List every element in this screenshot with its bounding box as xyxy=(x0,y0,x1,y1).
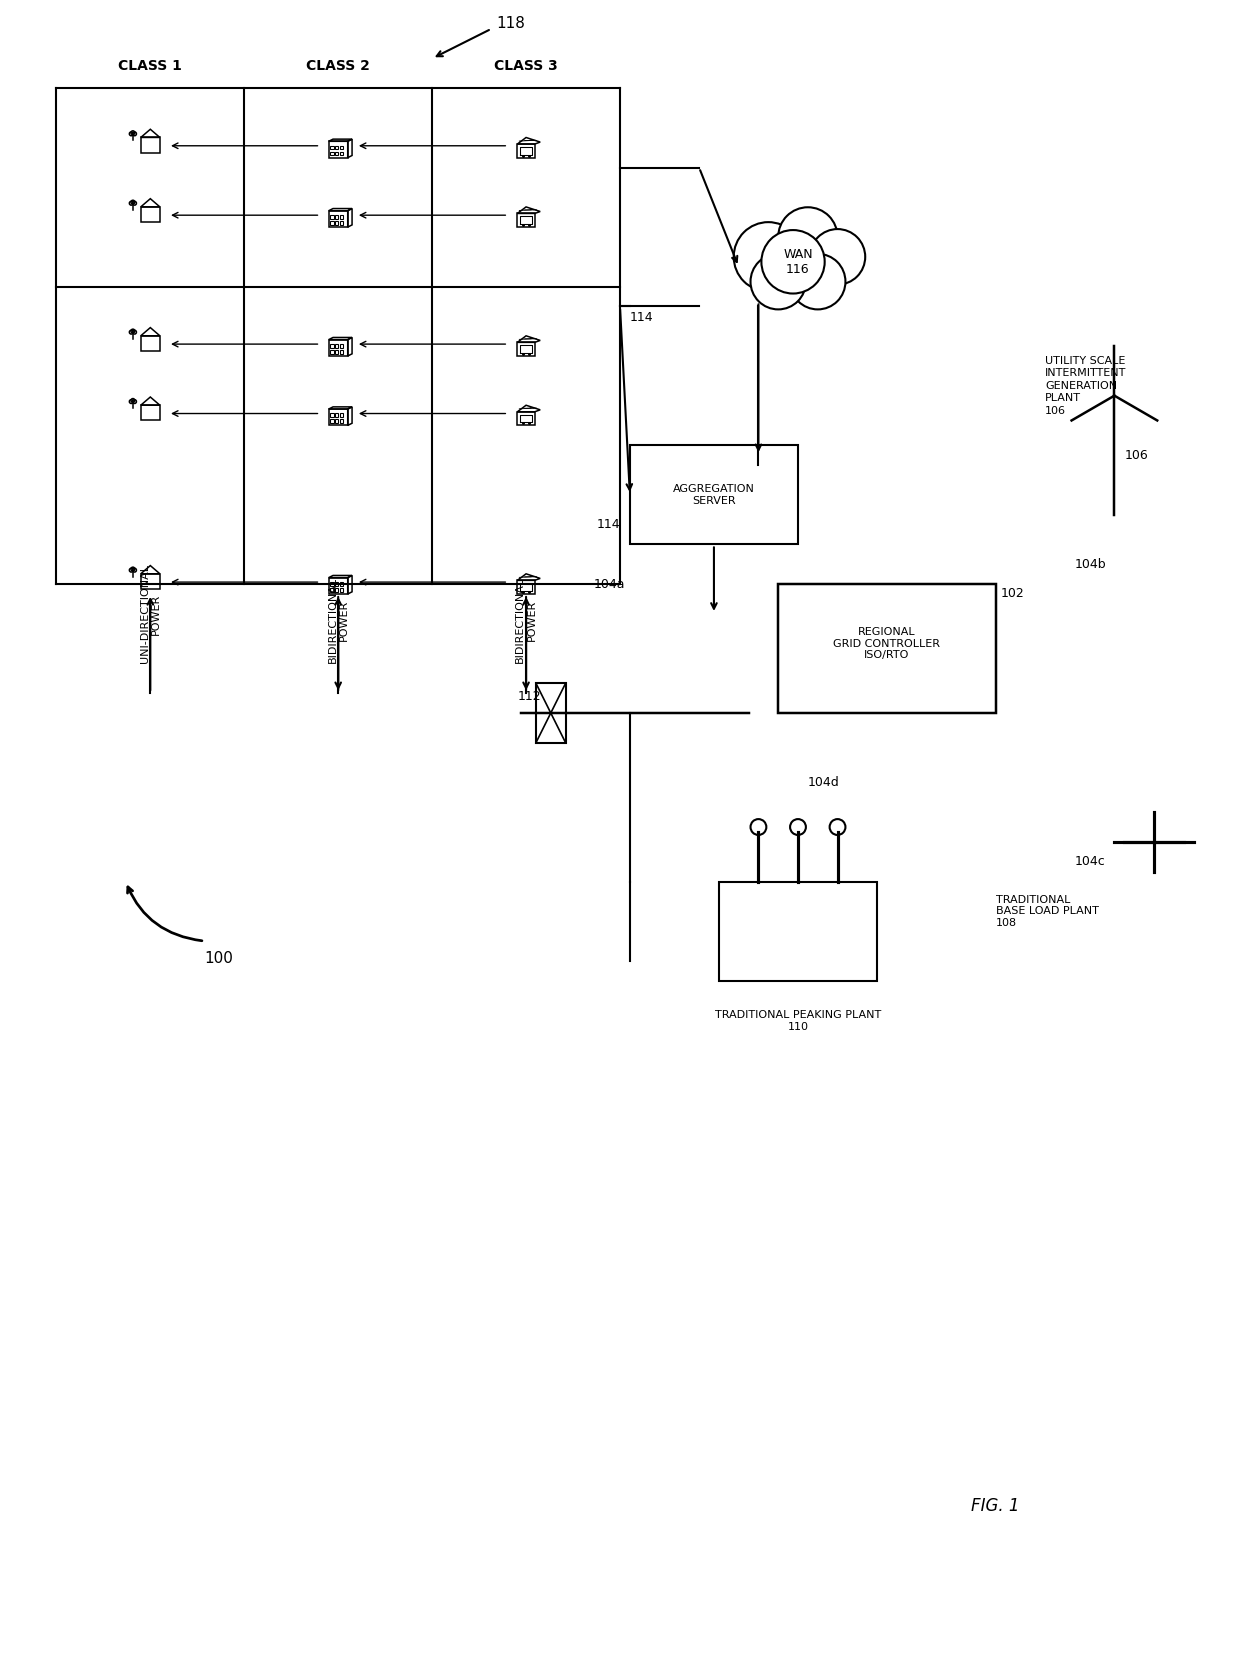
Text: CLASS 2: CLASS 2 xyxy=(306,60,370,73)
Text: 114: 114 xyxy=(630,311,653,324)
Text: 118: 118 xyxy=(496,17,526,32)
Text: 106: 106 xyxy=(1125,449,1148,462)
Circle shape xyxy=(750,254,806,309)
Bar xyxy=(536,683,565,743)
Text: BIDIRECTIONAL
POWER: BIDIRECTIONAL POWER xyxy=(327,577,348,663)
Text: FIG. 1: FIG. 1 xyxy=(971,1497,1021,1516)
Bar xyxy=(719,881,877,981)
Text: UTILITY SCALE
INTERMITTENT
GENERATION
PLANT
106: UTILITY SCALE INTERMITTENT GENERATION PL… xyxy=(1045,356,1127,416)
Text: CLASS 3: CLASS 3 xyxy=(495,60,558,73)
Text: 104b: 104b xyxy=(1075,558,1106,570)
Text: 114: 114 xyxy=(596,519,620,532)
Text: CLASS 1: CLASS 1 xyxy=(118,60,182,73)
Text: TRADITIONAL PEAKING PLANT
110: TRADITIONAL PEAKING PLANT 110 xyxy=(714,1010,882,1032)
Text: 112: 112 xyxy=(517,690,541,703)
Text: BIDIRECTIONAL
POWER: BIDIRECTIONAL POWER xyxy=(516,577,537,663)
Circle shape xyxy=(734,223,804,291)
Text: TRADITIONAL
BASE LOAD PLANT
108: TRADITIONAL BASE LOAD PLANT 108 xyxy=(996,894,1099,927)
Text: 104c: 104c xyxy=(1075,856,1106,868)
Text: 104d: 104d xyxy=(808,776,839,789)
Circle shape xyxy=(810,229,866,284)
Circle shape xyxy=(779,208,837,268)
Circle shape xyxy=(790,254,846,309)
Text: 100: 100 xyxy=(205,951,233,966)
Circle shape xyxy=(761,229,825,294)
Bar xyxy=(630,445,799,545)
Text: WAN
116: WAN 116 xyxy=(784,248,812,276)
Text: UNI-DIRECTIONAL
POWER: UNI-DIRECTIONAL POWER xyxy=(140,565,161,663)
Text: 104a: 104a xyxy=(594,578,625,590)
Text: 102: 102 xyxy=(1001,587,1024,600)
Bar xyxy=(779,583,996,713)
Text: AGGREGATION
SERVER: AGGREGATION SERVER xyxy=(673,484,755,505)
Text: REGIONAL
GRID CONTROLLER
ISO/RTO: REGIONAL GRID CONTROLLER ISO/RTO xyxy=(833,627,940,660)
